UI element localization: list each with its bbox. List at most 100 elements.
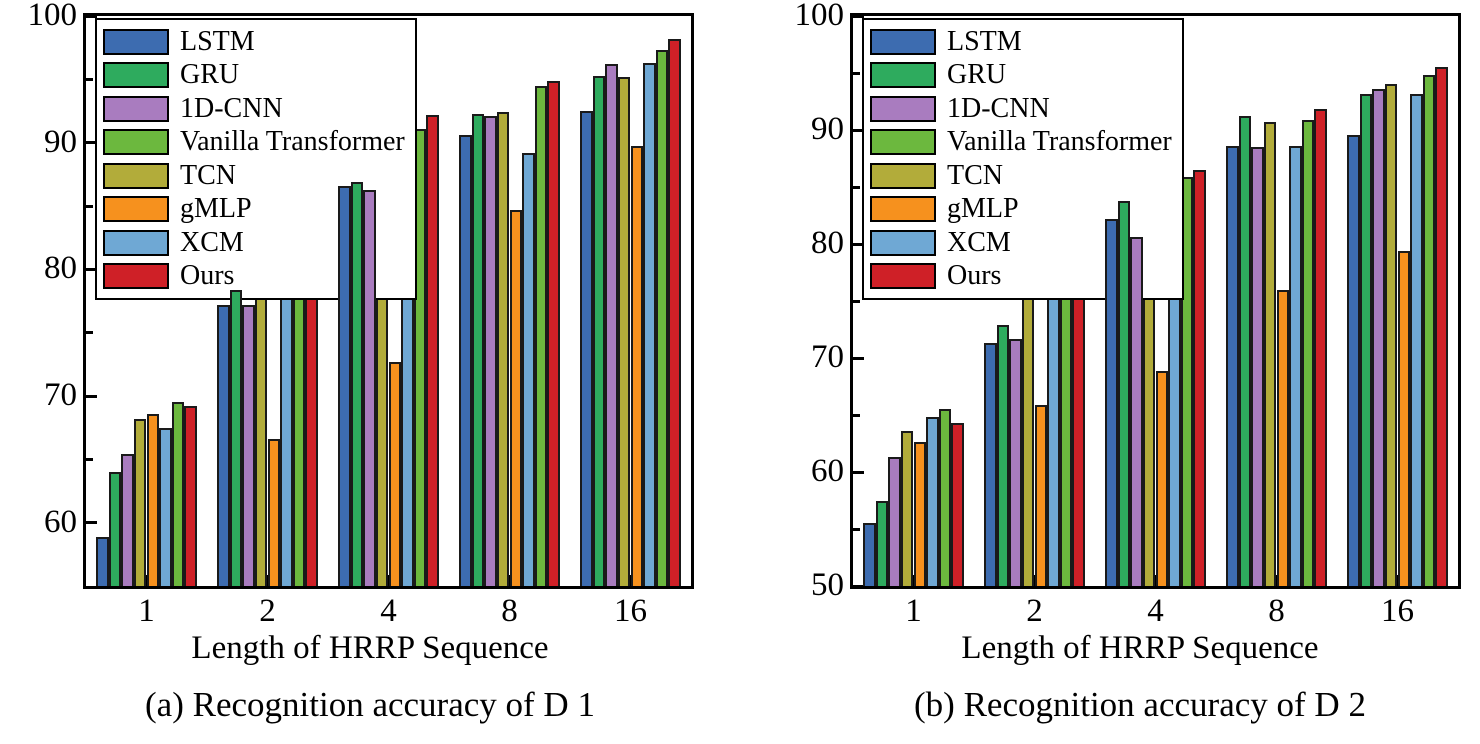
bar-a-4-vanilla-transformer — [413, 128, 427, 586]
bar-a-8-gmlp — [509, 209, 523, 586]
bar-a-4-gru — [350, 181, 364, 586]
bar-a-2-gmlp — [267, 439, 281, 586]
bar-a-4-ours — [426, 114, 439, 586]
bar-b-8-1d-cnn — [1251, 147, 1264, 586]
y-tick-label-b-60: 60 — [811, 452, 844, 489]
legend-swatch-icon — [870, 229, 936, 256]
y-tick-minor-b-95 — [853, 71, 860, 75]
bar-a-1-gru — [108, 472, 122, 586]
bar-b-8-lstm — [1226, 145, 1239, 586]
bar-a-1-1d-cnn — [121, 454, 134, 586]
plot-area-a: LSTM GRU 1D-CNN Vanilla Transformer TCN gMLP X… — [28, 0, 694, 628]
bar-a-16-vanilla-transformer — [655, 50, 669, 586]
legend-item-gru: GRU — [103, 59, 405, 93]
plot-area-b: LSTM GRU 1D-CNN Vanilla Transformer TCN gMLP X… — [795, 0, 1461, 628]
legend-swatch-icon — [870, 62, 936, 89]
y-tick-b-70 — [853, 356, 864, 360]
legend-label: LSTM — [180, 25, 255, 57]
caption-a: (a) Recognition accuracy of D 1 — [145, 685, 595, 724]
legend-label: 1D-CNN — [947, 92, 1050, 124]
legend-swatch-icon — [870, 95, 936, 122]
bar-b-4-gru — [1117, 200, 1131, 586]
y-tick-minor-b-65 — [853, 413, 860, 417]
x-tick-label-b-16: 16 — [1381, 593, 1414, 629]
bar-b-2-lstm — [984, 343, 997, 586]
legend-label: GRU — [180, 59, 240, 91]
bar-b-2-gmlp — [1034, 404, 1048, 586]
bar-a-4-1d-cnn — [363, 189, 376, 586]
bar-a-1-gmlp — [146, 413, 160, 586]
bars-group-a — [86, 16, 691, 586]
y-tick-label-a-70: 70 — [44, 376, 77, 413]
legend-item-xcm: XCM — [103, 226, 405, 260]
bar-a-8-ours — [547, 80, 560, 586]
bar-b-16-xcm — [1410, 93, 1423, 586]
bar-b-8-gru — [1238, 116, 1252, 586]
x-tick-label-a-4: 4 — [380, 593, 397, 629]
legend-item-lstm: LSTM — [103, 25, 405, 59]
legend-label: Vanilla Transformer — [947, 126, 1172, 158]
y-tick-b-60 — [853, 470, 864, 474]
bar-a-16-gru — [592, 75, 606, 586]
bar-b-1-ours — [951, 422, 964, 586]
bar-a-4-gmlp — [388, 361, 402, 586]
legend-swatch-icon — [870, 263, 936, 290]
bar-a-2-gru — [229, 289, 243, 586]
bar-a-8-tcn — [496, 112, 510, 586]
y-tick-label-a-100: 100 — [27, 0, 78, 33]
bar-a-16-1d-cnn — [605, 64, 618, 586]
bar-b-2-vanilla-transformer — [1059, 273, 1073, 586]
legend-item-1d-cnn: 1D-CNN — [870, 92, 1172, 126]
bar-a-16-gmlp — [630, 146, 644, 586]
bar-b-1-gru — [875, 500, 889, 586]
bar-b-1-vanilla-transformer — [938, 409, 952, 586]
x-axis-title-a: Length of HRRP Sequence — [191, 630, 549, 666]
y-tick-a-90 — [86, 141, 97, 145]
legend-item-gmlp: gMLP — [870, 193, 1172, 227]
legend-item-gru: GRU — [870, 59, 1172, 93]
legend-swatch-icon — [103, 196, 169, 223]
y-tick-minor-b-55 — [853, 527, 860, 531]
y-tick-b-80 — [853, 242, 864, 246]
bar-b-2-tcn — [1021, 282, 1035, 586]
bar-a-16-xcm — [643, 62, 656, 586]
legend-label: TCN — [180, 159, 236, 191]
y-tick-label-a-60: 60 — [44, 503, 77, 540]
y-tick-minor-a-65 — [86, 457, 93, 461]
bar-a-1-vanilla-transformer — [171, 402, 185, 586]
bar-a-8-xcm — [522, 152, 535, 586]
bar-b-16-vanilla-transformer — [1422, 75, 1436, 586]
bar-b-1-gmlp — [913, 442, 927, 586]
x-tick-label-b-1: 1 — [905, 593, 922, 629]
legend-b: LSTM GRU 1D-CNN Vanilla Transformer TCN gMLP X… — [862, 18, 1184, 300]
legend-label: TCN — [947, 159, 1003, 191]
bars-group-b — [853, 16, 1458, 586]
legend-swatch-icon — [870, 129, 936, 156]
bar-b-8-xcm — [1289, 145, 1302, 586]
y-tick-b-100 — [853, 14, 864, 18]
y-tick-label-b-90: 90 — [811, 110, 844, 147]
y-tick-label-a-90: 90 — [44, 123, 77, 160]
bar-b-16-lstm — [1347, 134, 1360, 586]
bar-a-2-1d-cnn — [242, 304, 255, 586]
bar-a-16-lstm — [580, 111, 593, 586]
y-tick-label-b-80: 80 — [811, 224, 844, 261]
x-axis-title-b: Length of HRRP Sequence — [961, 630, 1319, 666]
bar-b-4-vanilla-transformer — [1180, 176, 1194, 586]
bar-b-2-ours — [1072, 275, 1085, 586]
bar-b-2-gru — [996, 324, 1010, 586]
legend-swatch-icon — [103, 229, 169, 256]
y-tick-b-90 — [853, 128, 864, 132]
bar-b-8-gmlp — [1276, 289, 1290, 586]
x-tick-label-a-2: 2 — [259, 593, 276, 629]
bar-a-8-gru — [471, 113, 485, 586]
legend-item-tcn: TCN — [103, 159, 405, 193]
y-tick-b-50 — [853, 584, 864, 588]
bar-b-1-tcn — [900, 430, 914, 586]
legend-label: gMLP — [180, 193, 252, 225]
bar-a-16-ours — [668, 38, 681, 586]
legend-item-gmlp: gMLP — [103, 193, 405, 227]
